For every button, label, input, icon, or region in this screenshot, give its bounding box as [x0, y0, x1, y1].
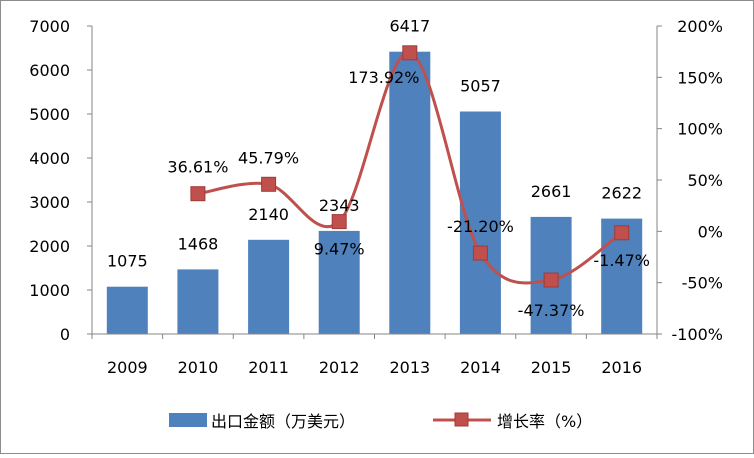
- bar-series: [106, 51, 643, 334]
- y-left-tick-label: 2000: [29, 237, 70, 256]
- growth-marker-2016: [614, 225, 630, 241]
- bar-value-label: 6417: [389, 17, 430, 36]
- growth-value-label: 173.92%: [348, 68, 419, 87]
- y-left-tick-label: 6000: [29, 61, 70, 80]
- legend-bar-swatch: [169, 413, 207, 427]
- x-tick-label: 2011: [248, 358, 289, 377]
- x-tick-label: 2012: [319, 358, 360, 377]
- y-left-tick-label: 1000: [29, 281, 70, 300]
- bar-value-label: 1075: [107, 252, 148, 271]
- growth-marker-2012: [331, 214, 347, 230]
- growth-marker-2015: [543, 272, 559, 288]
- growth-value-label: -21.20%: [447, 217, 514, 236]
- bar-2010: [177, 269, 219, 334]
- bar-value-label: 2661: [531, 182, 572, 201]
- y-left-tick-label: 5000: [29, 105, 70, 124]
- bar-value-label: 1468: [178, 234, 219, 253]
- y-right-tick-label: 0%: [698, 222, 723, 241]
- bar-value-label: 5057: [460, 76, 501, 95]
- growth-marker-2014: [472, 245, 488, 261]
- x-tick-label: 2010: [178, 358, 219, 377]
- legend: 出口金额（万美元） 增长率（%）: [169, 412, 592, 431]
- bar-value-label: 2140: [248, 205, 289, 224]
- y-right-tick-label: 200%: [677, 17, 723, 36]
- x-tick-label: 2014: [460, 358, 501, 377]
- legend-line-label: 增长率（%）: [497, 412, 592, 431]
- growth-value-label: -1.47%: [593, 251, 650, 270]
- y-right-tick-label: 100%: [677, 120, 723, 139]
- data-labels: 1075 1468 2140 2343 6417 5057 2661 2622 36.61% 45…: [107, 17, 650, 320]
- growth-value-label: 36.61%: [167, 158, 228, 177]
- bar-2009: [106, 286, 148, 334]
- growth-marker-2010: [190, 186, 206, 202]
- x-tick-label: 2009: [107, 358, 148, 377]
- y-right-tick-label: 50%: [687, 171, 723, 190]
- growth-marker-2011: [261, 176, 277, 192]
- legend-line-marker: [454, 412, 469, 427]
- bar-2013: [389, 51, 431, 334]
- x-tick-label: 2013: [389, 358, 430, 377]
- growth-value-label: 9.47%: [314, 240, 365, 259]
- bar-value-label: 2622: [601, 184, 642, 203]
- bar-2012: [318, 230, 360, 334]
- bar-value-label: 2343: [319, 196, 360, 215]
- y-left-tick-label: 3000: [29, 193, 70, 212]
- x-tick-label: 2016: [601, 358, 642, 377]
- legend-bar-label: 出口金额（万美元）: [211, 412, 355, 431]
- y-right-tick-label: -50%: [682, 274, 723, 293]
- y-left-tick-label: 0: [60, 325, 70, 344]
- axes: 0 1000 2000 3000 4000 5000 6000 7000 -100% -50% 0%…: [29, 17, 723, 377]
- y-left-tick-label: 4000: [29, 149, 70, 168]
- y-right-tick-label: -100%: [671, 325, 723, 344]
- y-left-tick-label: 7000: [29, 17, 70, 36]
- growth-value-label: -47.37%: [518, 301, 585, 320]
- growth-value-label: 45.79%: [238, 148, 299, 167]
- line-series: [190, 45, 630, 288]
- x-tick-label: 2015: [531, 358, 572, 377]
- growth-marker-2013: [402, 45, 418, 61]
- y-right-tick-label: 150%: [677, 68, 723, 87]
- bar-2011: [248, 239, 290, 334]
